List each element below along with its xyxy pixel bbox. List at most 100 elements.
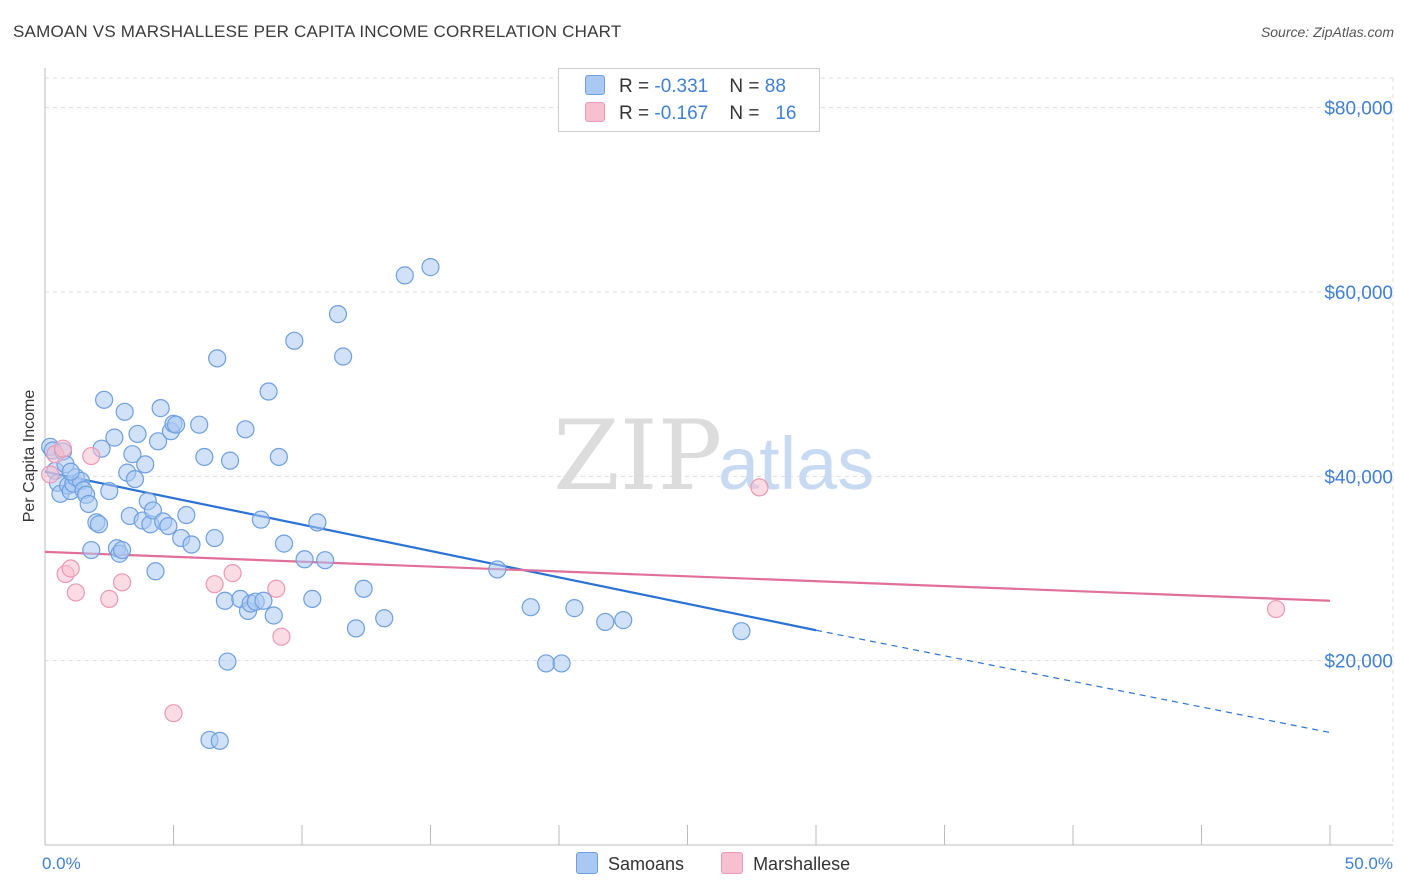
legend-row-marshallese: R = -0.167 N = 16 xyxy=(585,102,796,124)
marshallese-point xyxy=(205,575,224,594)
samoans-point xyxy=(254,591,273,610)
samoans-point xyxy=(274,534,294,553)
samoans-point xyxy=(177,505,196,525)
legend-r-value: -0.331 xyxy=(654,76,709,97)
samoans-legend-label: Samoans xyxy=(608,854,685,874)
y-tick-labels: $20,000 $40,000 $60,000 $80,000 xyxy=(1324,99,1393,673)
watermark: ZIP atlas xyxy=(553,400,874,512)
marshallese-point xyxy=(1266,599,1286,619)
samoans-point xyxy=(354,579,373,598)
samoans-point xyxy=(328,305,348,324)
marshallese-swatch xyxy=(585,102,605,122)
legend-item-marshallese[interactable]: Marshallese xyxy=(721,852,850,875)
samoans-point xyxy=(264,606,283,625)
samoans-point xyxy=(100,481,119,501)
samoans-point xyxy=(182,535,201,554)
samoans-point xyxy=(123,445,142,464)
samoans-point xyxy=(89,515,109,534)
samoans-point xyxy=(205,528,224,548)
samoans-point xyxy=(285,331,304,350)
samoans-point xyxy=(334,347,353,366)
samoans-point xyxy=(421,258,440,277)
samoans-point xyxy=(112,540,132,560)
samoans-point xyxy=(190,415,209,434)
legend-n-value: 88 xyxy=(764,76,786,97)
marshallese-trend-line xyxy=(44,550,1331,602)
samoans-point xyxy=(218,652,237,671)
samoans-point xyxy=(208,349,227,368)
samoans-trend-extension xyxy=(815,629,1331,734)
samoans-point xyxy=(79,494,98,514)
samoans-point xyxy=(614,611,633,630)
legend-r-label: R = xyxy=(619,103,655,124)
watermark-zip: ZIP xyxy=(553,400,722,512)
samoans-point xyxy=(236,420,255,439)
watermark-atlas: atlas xyxy=(718,422,874,505)
legend-n-value: 16 xyxy=(775,103,797,124)
legend-item-samoans[interactable]: Samoans xyxy=(576,852,684,875)
y-tick-label: $20,000 xyxy=(1324,652,1393,673)
marshallese-point xyxy=(41,465,60,484)
y-tick-label: $40,000 xyxy=(1324,467,1393,488)
marshallese-point xyxy=(100,589,119,609)
samoans-point xyxy=(82,540,101,560)
samoans-point xyxy=(95,390,114,409)
samoans-point xyxy=(251,510,270,529)
axes xyxy=(44,68,1393,846)
samoans-point xyxy=(308,513,327,532)
legend-r-value: -0.167 xyxy=(654,103,709,124)
samoans-point xyxy=(295,550,314,569)
samoans-point xyxy=(259,382,278,401)
samoans-point xyxy=(220,451,240,470)
scatter-points xyxy=(41,258,1286,750)
samoans-point xyxy=(136,455,155,474)
samoans-point xyxy=(105,428,124,447)
source-label: Source: ZipAtlas.com xyxy=(1260,24,1394,40)
samoans-point xyxy=(115,402,134,421)
marshallese-point xyxy=(53,439,73,458)
samoans-point xyxy=(375,609,394,628)
samoans-point xyxy=(215,591,234,610)
legend-n-label: N = xyxy=(729,76,765,97)
marshallese-point xyxy=(82,446,101,466)
legend-n-label: N = xyxy=(729,103,765,124)
legend-row-samoans: R = -0.331 N = 88 xyxy=(585,75,786,97)
samoans-point xyxy=(316,551,335,570)
samoans-point xyxy=(521,598,540,617)
marshallese-point xyxy=(66,583,85,602)
legend-r-label: R = xyxy=(619,76,655,97)
samoans-point xyxy=(732,622,751,641)
correlation-legend: R = -0.331 N = 88 R = -0.167 N = 16 xyxy=(558,68,820,132)
x-tick-label: 50.0% xyxy=(1345,854,1393,873)
samoans-point xyxy=(303,589,322,609)
samoans-point xyxy=(151,399,170,418)
marshallese-point xyxy=(267,579,286,598)
samoans-point xyxy=(61,462,80,481)
marshallese-point xyxy=(272,627,291,646)
samoans-legend-swatch xyxy=(576,852,598,874)
chart-title: SAMOAN VS MARSHALLESE PER CAPITA INCOME … xyxy=(13,22,622,41)
samoans-point xyxy=(159,516,178,536)
samoans-point xyxy=(552,654,571,673)
samoans-swatch xyxy=(585,75,605,95)
marshallese-point xyxy=(164,704,183,723)
samoans-point xyxy=(488,560,507,579)
samoans-point xyxy=(565,599,584,618)
marshallese-point xyxy=(112,573,132,592)
samoans-point xyxy=(146,562,165,581)
x-tick-label: 0.0% xyxy=(42,854,81,873)
marshallese-legend-swatch xyxy=(721,852,744,874)
samoans-point xyxy=(148,432,168,451)
samoans-point xyxy=(195,447,214,467)
samoans-point xyxy=(125,469,145,489)
samoans-trend-line xyxy=(44,470,817,632)
samoans-point xyxy=(395,266,414,285)
y-tick-label: $80,000 xyxy=(1324,99,1393,120)
samoans-point xyxy=(128,424,147,444)
marshallese-legend-label: Marshallese xyxy=(753,854,851,874)
samoans-point xyxy=(596,612,615,632)
series-legend: Samoans Marshallese xyxy=(576,852,882,875)
marshallese-point xyxy=(223,564,242,583)
samoans-point xyxy=(346,619,366,638)
